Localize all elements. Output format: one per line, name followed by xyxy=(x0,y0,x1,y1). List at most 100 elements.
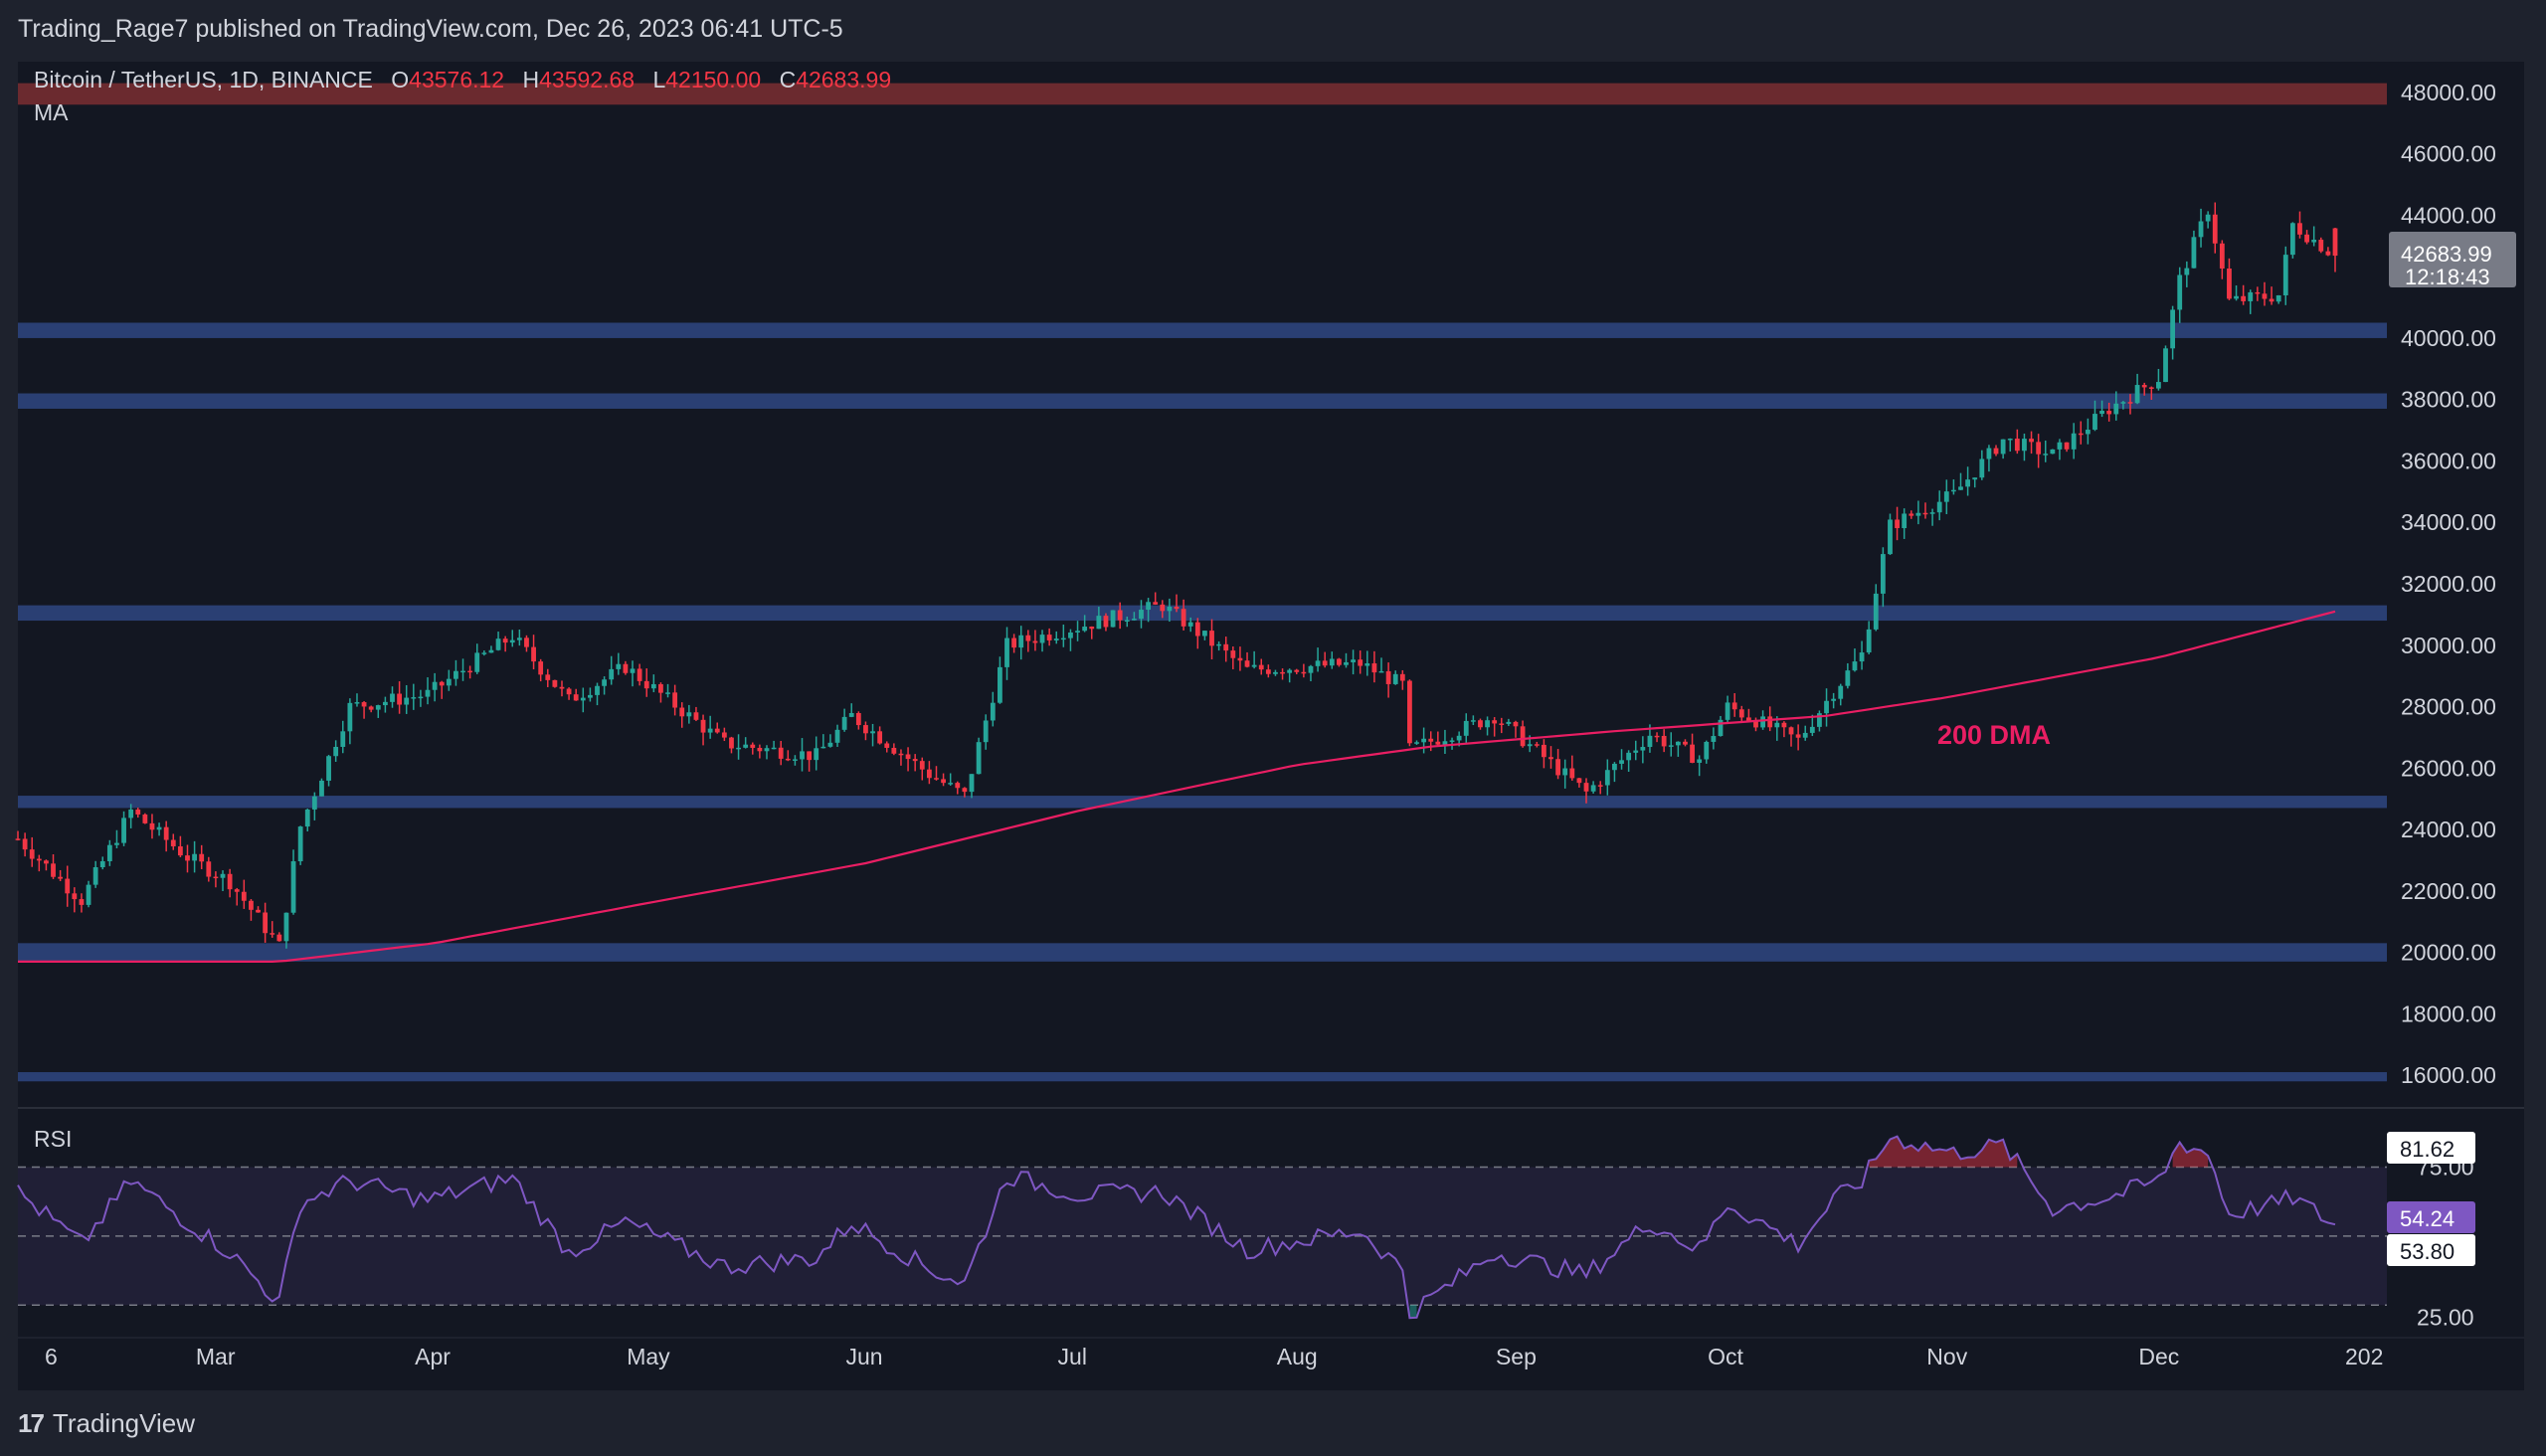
candle[interactable] xyxy=(1513,721,1519,727)
rsi-line[interactable] xyxy=(17,1135,2336,1320)
candle[interactable] xyxy=(1131,619,1137,621)
support-resistance-zone[interactable] xyxy=(18,943,2387,962)
candle[interactable] xyxy=(1731,702,1737,710)
candle[interactable] xyxy=(51,863,56,877)
candle[interactable] xyxy=(1230,650,1236,658)
candle[interactable] xyxy=(199,853,205,862)
candle[interactable] xyxy=(1167,607,1173,612)
candle[interactable] xyxy=(1146,602,1151,611)
candle[interactable] xyxy=(206,861,212,877)
candle[interactable] xyxy=(602,679,608,686)
candle[interactable] xyxy=(616,663,622,669)
candle[interactable] xyxy=(1358,659,1364,666)
candle[interactable] xyxy=(121,818,126,843)
candle[interactable] xyxy=(1583,783,1589,792)
candle[interactable] xyxy=(1590,785,1596,792)
candle[interactable] xyxy=(778,747,784,759)
symbol-name[interactable]: Bitcoin / TetherUS, 1D, BINANCE xyxy=(34,67,373,92)
candle[interactable] xyxy=(156,826,162,830)
candle[interactable] xyxy=(1838,685,1844,699)
candle[interactable] xyxy=(2092,414,2097,431)
candle[interactable] xyxy=(2282,255,2288,295)
support-resistance-zone[interactable] xyxy=(18,796,2387,809)
candle[interactable] xyxy=(757,747,763,752)
candle[interactable] xyxy=(2064,442,2070,450)
candle[interactable] xyxy=(1096,616,1102,630)
candle[interactable] xyxy=(793,759,798,761)
candle[interactable] xyxy=(2113,403,2119,415)
candle[interactable] xyxy=(983,720,989,743)
candle[interactable] xyxy=(509,639,515,643)
candle[interactable] xyxy=(729,737,734,749)
candle[interactable] xyxy=(552,679,558,687)
candle[interactable] xyxy=(177,846,183,856)
candle[interactable] xyxy=(241,891,247,901)
candle[interactable] xyxy=(1244,660,1250,667)
candle[interactable] xyxy=(1174,607,1180,610)
candle[interactable] xyxy=(2163,348,2168,383)
candle[interactable] xyxy=(1915,512,1921,516)
candle[interactable] xyxy=(976,742,982,775)
candle[interactable] xyxy=(1004,637,1009,667)
candle[interactable] xyxy=(382,701,388,706)
candle[interactable] xyxy=(693,712,699,720)
candle[interactable] xyxy=(1902,513,1908,529)
candle[interactable] xyxy=(750,744,756,748)
candle[interactable] xyxy=(44,860,49,864)
candle[interactable] xyxy=(2248,291,2254,301)
candle[interactable] xyxy=(1831,698,1837,701)
candle[interactable] xyxy=(1421,738,1427,743)
candle[interactable] xyxy=(1435,741,1441,745)
candle[interactable] xyxy=(2134,385,2140,404)
candle[interactable] xyxy=(545,674,551,680)
candle[interactable] xyxy=(1265,669,1271,674)
candle[interactable] xyxy=(764,748,770,752)
candle[interactable] xyxy=(1824,700,1829,714)
candle[interactable] xyxy=(142,814,148,823)
candle[interactable] xyxy=(249,900,254,910)
candle[interactable] xyxy=(1711,736,1717,742)
candle[interactable] xyxy=(1993,448,1999,455)
candle[interactable] xyxy=(1075,631,1080,633)
candle[interactable] xyxy=(2120,402,2126,404)
candle[interactable] xyxy=(432,681,438,690)
candle[interactable] xyxy=(1463,720,1469,736)
candle[interactable] xyxy=(22,838,28,850)
candle[interactable] xyxy=(397,693,402,705)
candle[interactable] xyxy=(990,702,996,721)
candle[interactable] xyxy=(2205,214,2211,222)
candle[interactable] xyxy=(2191,237,2197,269)
candle[interactable] xyxy=(418,696,424,699)
candle[interactable] xyxy=(1053,638,1059,640)
candle[interactable] xyxy=(276,934,282,942)
candle[interactable] xyxy=(192,853,197,861)
candle[interactable] xyxy=(2234,295,2239,299)
candle[interactable] xyxy=(1909,513,1914,516)
footer-brand[interactable]: 17 TradingView xyxy=(18,1390,195,1456)
candle[interactable] xyxy=(1068,632,1073,638)
candle[interactable] xyxy=(390,693,395,702)
candle[interactable] xyxy=(2043,454,2049,455)
candle[interactable] xyxy=(2078,433,2084,436)
candle[interactable] xyxy=(1668,745,1674,747)
candle[interactable] xyxy=(1619,760,1624,764)
candle[interactable] xyxy=(2050,449,2056,455)
candle[interactable] xyxy=(1725,702,1730,720)
candle[interactable] xyxy=(1704,741,1710,760)
candle[interactable] xyxy=(488,649,494,653)
candle[interactable] xyxy=(2000,439,2006,455)
candle[interactable] xyxy=(1385,670,1391,684)
candle[interactable] xyxy=(1873,593,1879,630)
candle[interactable] xyxy=(297,826,303,862)
candle[interactable] xyxy=(1392,673,1398,684)
candle[interactable] xyxy=(439,681,445,686)
resistance-zone-red[interactable] xyxy=(18,83,2387,105)
candle[interactable] xyxy=(2014,439,2020,452)
candle[interactable] xyxy=(1160,604,1166,612)
support-resistance-zone[interactable] xyxy=(18,393,2387,409)
candle[interactable] xyxy=(1449,740,1455,742)
candle[interactable] xyxy=(411,697,417,699)
candle[interactable] xyxy=(1103,616,1109,628)
candle[interactable] xyxy=(941,779,946,784)
